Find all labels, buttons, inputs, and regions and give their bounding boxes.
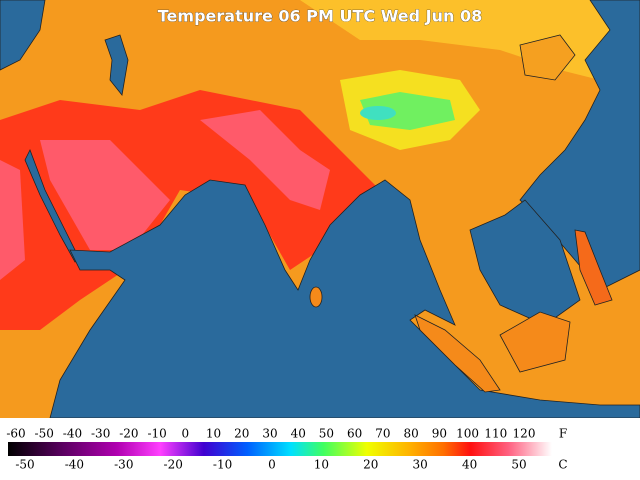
celsius-label: -40 [65,458,84,472]
hottest-zone [0,160,25,280]
hottest-zone [200,110,330,210]
fahrenheit-label: 0 [182,427,190,441]
fahrenheit-label: 110 [484,427,507,441]
fahrenheit-label: 70 [375,427,390,441]
map [0,0,640,419]
celsius-label: 20 [363,458,378,472]
celsius-label: -20 [164,458,183,472]
pacific-ocean [519,0,640,291]
sri-lanka [309,286,323,308]
title: Temperature 06 PM UTC Wed Jun 08 [158,7,482,26]
cold-zone [360,92,455,130]
fahrenheit-label: 120 [513,427,536,441]
celsius-label: 40 [462,458,477,472]
fahrenheit-label: -50 [35,427,54,441]
color-bar [8,442,552,456]
celsius-label: 0 [268,458,276,472]
fahrenheit-label: 90 [432,427,447,441]
korea-region [519,34,576,81]
sumatra [414,314,501,393]
philippines [574,229,613,306]
sea [0,0,46,71]
caspian-sea [104,34,129,96]
fahrenheit-label: 30 [262,427,277,441]
fahrenheit-label: 100 [456,427,479,441]
fahrenheit-label: 60 [347,427,362,441]
celsius-label: -10 [213,458,232,472]
fahrenheit-label: -30 [91,427,110,441]
fahrenheit-label: 40 [291,427,306,441]
celsius-label: -50 [15,458,34,472]
fahrenheit-label: -10 [147,427,166,441]
fahrenheit-label: -40 [63,427,82,441]
borneo [499,311,571,373]
fahrenheit-label: -20 [119,427,138,441]
hottest-zone [40,140,170,250]
fahrenheit-label: -60 [6,427,25,441]
cold-core [360,106,396,120]
celsius-label: 10 [314,458,329,472]
fahrenheit-label: 20 [234,427,249,441]
celsius-label: 30 [413,458,428,472]
fahrenheit-label: 50 [319,427,334,441]
fahrenheit-label: 80 [403,427,418,441]
fahrenheit-label: 10 [206,427,221,441]
celsius-label: -30 [114,458,133,472]
celsius-unit: C [558,458,567,472]
indian-ocean [49,179,640,419]
red-sea [24,149,81,263]
celsius-label: 50 [511,458,526,472]
south-china-sea [469,199,581,326]
fahrenheit-unit: F [559,427,567,441]
